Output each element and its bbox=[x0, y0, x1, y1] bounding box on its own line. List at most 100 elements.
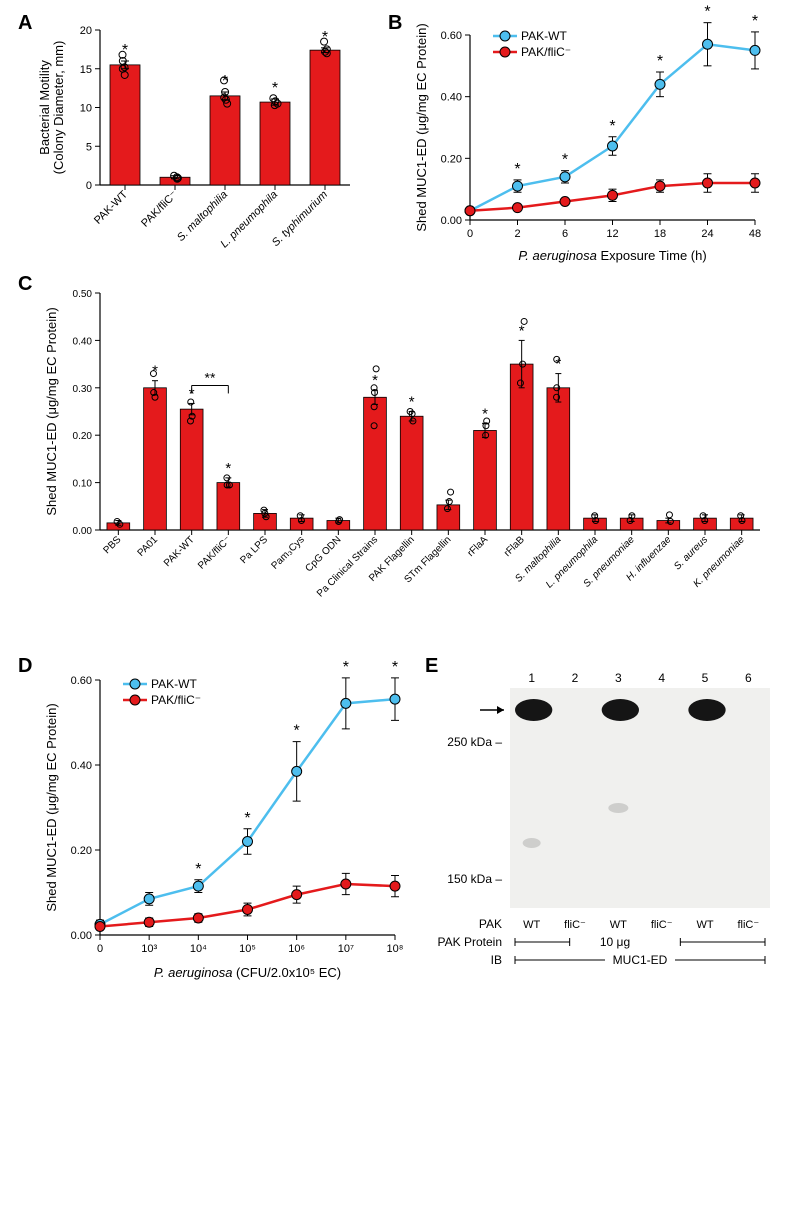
panel-a-chart: 05101520Bacterial Motility(Colony Diamet… bbox=[40, 20, 360, 265]
svg-text:*: * bbox=[372, 372, 378, 389]
svg-text:0.00: 0.00 bbox=[73, 526, 93, 537]
svg-text:Shed MUC1-ED (μg/mg EC Protein: Shed MUC1-ED (μg/mg EC Protein) bbox=[414, 23, 429, 231]
svg-text:PAK/fliC⁻: PAK/fliC⁻ bbox=[139, 189, 180, 230]
svg-text:MUC1-ED: MUC1-ED bbox=[613, 953, 668, 967]
svg-text:rFlaA: rFlaA bbox=[465, 534, 490, 559]
svg-text:3: 3 bbox=[615, 671, 622, 685]
svg-text:**: ** bbox=[205, 369, 216, 385]
svg-text:*: * bbox=[482, 405, 488, 422]
svg-text:*: * bbox=[562, 152, 568, 169]
svg-text:10⁸: 10⁸ bbox=[387, 943, 404, 955]
svg-text:PBS: PBS bbox=[102, 534, 124, 556]
svg-text:12: 12 bbox=[606, 228, 618, 240]
svg-text:PAK-WT: PAK-WT bbox=[151, 677, 197, 691]
svg-text:10 μg: 10 μg bbox=[600, 935, 630, 949]
svg-text:*: * bbox=[657, 53, 663, 70]
svg-text:0.40: 0.40 bbox=[71, 760, 92, 772]
svg-text:10⁶: 10⁶ bbox=[288, 943, 305, 955]
figure-container: A 05101520Bacterial Motility(Colony Diam… bbox=[10, 10, 775, 1209]
svg-text:4: 4 bbox=[658, 671, 665, 685]
svg-text:1: 1 bbox=[528, 671, 535, 685]
svg-text:Shed MUC1-ED (μg/mg EC Protein: Shed MUC1-ED (μg/mg EC Protein) bbox=[44, 307, 59, 515]
svg-text:15: 15 bbox=[80, 64, 92, 76]
svg-text:S. aureus: S. aureus bbox=[672, 534, 710, 572]
svg-text:0.60: 0.60 bbox=[441, 30, 462, 42]
svg-text:PA01: PA01 bbox=[136, 534, 161, 559]
svg-text:fliC⁻: fliC⁻ bbox=[737, 919, 759, 931]
svg-text:*: * bbox=[609, 118, 615, 135]
svg-text:0.30: 0.30 bbox=[73, 384, 93, 395]
svg-text:10⁴: 10⁴ bbox=[190, 943, 207, 955]
svg-text:WT: WT bbox=[523, 919, 540, 931]
svg-text:*: * bbox=[225, 460, 231, 477]
svg-text:IB: IB bbox=[491, 953, 502, 967]
svg-text:*: * bbox=[244, 810, 250, 827]
panel-a-label: A bbox=[18, 12, 32, 35]
svg-text:PAK-WT: PAK-WT bbox=[162, 534, 197, 569]
svg-text:6: 6 bbox=[745, 671, 752, 685]
panel-d-label: D bbox=[18, 655, 32, 678]
svg-text:*: * bbox=[122, 42, 128, 59]
panel-e-label: E bbox=[425, 655, 438, 678]
svg-text:*: * bbox=[343, 659, 349, 676]
svg-text:2: 2 bbox=[572, 671, 579, 685]
svg-text:0: 0 bbox=[97, 943, 103, 955]
svg-text:PAK-WT: PAK-WT bbox=[92, 188, 130, 226]
svg-text:0: 0 bbox=[467, 228, 473, 240]
svg-text:Pa LPS: Pa LPS bbox=[238, 534, 270, 566]
svg-text:*: * bbox=[272, 80, 278, 97]
svg-text:150 kDa –: 150 kDa – bbox=[447, 872, 502, 886]
svg-text:P. aeruginosa (CFU/2.0x10⁵ EC): P. aeruginosa (CFU/2.0x10⁵ EC) bbox=[154, 965, 341, 980]
svg-text:48: 48 bbox=[749, 228, 761, 240]
svg-text:0.20: 0.20 bbox=[73, 431, 93, 442]
panel-e-blot: 1 2 3 4 5 6 250 kDa – 150 kDa – PAK WT fliC⁻ WT fliC… bbox=[440, 670, 775, 990]
svg-text:Pam₃Cys: Pam₃Cys bbox=[269, 534, 306, 571]
svg-text:*: * bbox=[519, 322, 525, 339]
svg-text:0.20: 0.20 bbox=[71, 845, 92, 857]
svg-text:PAK/fliC⁻: PAK/fliC⁻ bbox=[151, 693, 201, 707]
svg-text:*: * bbox=[752, 13, 758, 30]
svg-text:*: * bbox=[322, 29, 328, 46]
svg-text:5: 5 bbox=[702, 671, 709, 685]
svg-text:10: 10 bbox=[80, 103, 92, 115]
svg-text:PAK Protein: PAK Protein bbox=[438, 935, 502, 949]
svg-text:0.00: 0.00 bbox=[71, 930, 92, 942]
svg-text:S. maltophilia: S. maltophilia bbox=[175, 189, 230, 244]
svg-text:0.10: 0.10 bbox=[73, 479, 93, 490]
svg-text:0.60: 0.60 bbox=[71, 675, 92, 687]
svg-text:0.50: 0.50 bbox=[73, 289, 93, 300]
svg-text:fliC⁻: fliC⁻ bbox=[651, 919, 673, 931]
panel-b-label: B bbox=[388, 12, 402, 35]
svg-text:10⁵: 10⁵ bbox=[239, 943, 256, 955]
svg-text:6: 6 bbox=[562, 228, 568, 240]
svg-text:Shed MUC1-ED (μg/mg EC Protein: Shed MUC1-ED (μg/mg EC Protein) bbox=[44, 703, 59, 911]
svg-text:*: * bbox=[555, 356, 561, 373]
svg-text:250 kDa –: 250 kDa – bbox=[447, 735, 502, 749]
svg-text:rFlaB: rFlaB bbox=[502, 534, 527, 559]
svg-text:10⁷: 10⁷ bbox=[338, 943, 354, 955]
svg-text:18: 18 bbox=[654, 228, 666, 240]
svg-text:0.40: 0.40 bbox=[73, 336, 93, 347]
svg-text:PAK/fliC⁻: PAK/fliC⁻ bbox=[521, 45, 571, 59]
svg-text:WT: WT bbox=[696, 919, 713, 931]
svg-text:*: * bbox=[704, 4, 710, 21]
svg-text:PAK-WT: PAK-WT bbox=[521, 29, 567, 43]
svg-text:P. aeruginosa Exposure Time (h: P. aeruginosa Exposure Time (h) bbox=[518, 248, 706, 263]
panel-b-chart: 0.000.200.400.6002612182448Shed MUC1-ED … bbox=[410, 20, 770, 265]
svg-text:*: * bbox=[294, 723, 300, 740]
svg-text:2: 2 bbox=[514, 228, 520, 240]
svg-text:0.20: 0.20 bbox=[441, 153, 462, 165]
svg-text:24: 24 bbox=[701, 228, 713, 240]
svg-text:0: 0 bbox=[86, 180, 92, 192]
svg-text:Bacterial Motility(Colony Diam: Bacterial Motility(Colony Diameter, mm) bbox=[37, 41, 66, 175]
svg-text:*: * bbox=[514, 161, 520, 178]
svg-text:20: 20 bbox=[80, 25, 92, 37]
svg-text:*: * bbox=[152, 363, 158, 380]
svg-text:10³: 10³ bbox=[141, 943, 157, 955]
svg-text:WT: WT bbox=[610, 919, 627, 931]
panel-c-chart: 0.00 0.10 0.20 0.30 0.40 0.50 Shed MUC1-ED (μg… bbox=[40, 285, 770, 645]
svg-text:PAK/fliC⁻: PAK/fliC⁻ bbox=[196, 534, 233, 571]
svg-text:*: * bbox=[195, 861, 201, 878]
svg-text:PAK: PAK bbox=[479, 917, 502, 931]
svg-text:*: * bbox=[392, 659, 398, 676]
